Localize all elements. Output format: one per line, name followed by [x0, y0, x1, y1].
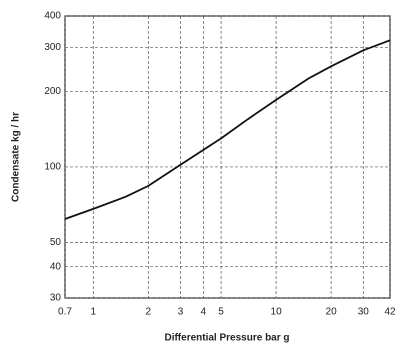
x-tick-label: 1 — [91, 307, 97, 318]
y-axis-label: Condensate kg / hr — [11, 112, 22, 202]
x-axis-label: Differential Pressure bar g — [164, 333, 289, 344]
x-tick-label: 3 — [178, 307, 184, 318]
y-tick-label: 40 — [50, 261, 62, 272]
x-tick-label: 20 — [326, 307, 338, 318]
y-tick-label: 30 — [50, 293, 62, 304]
x-tick-label: 30 — [358, 307, 370, 318]
x-tick-label: 0.7 — [58, 307, 72, 318]
y-tick-label: 400 — [44, 11, 61, 22]
y-tick-label: 300 — [44, 42, 61, 53]
x-tick-label: 5 — [218, 307, 224, 318]
x-tick-label: 10 — [271, 307, 283, 318]
x-tick-label: 2 — [146, 307, 152, 318]
y-tick-label: 50 — [50, 237, 62, 248]
y-tick-label: 100 — [44, 162, 61, 173]
y-tick-label: 200 — [44, 86, 61, 97]
plot-frame — [64, 15, 391, 299]
data-line — [64, 39, 391, 220]
x-tick-label: 4 — [201, 307, 207, 318]
x-tick-label: 42 — [384, 307, 396, 318]
